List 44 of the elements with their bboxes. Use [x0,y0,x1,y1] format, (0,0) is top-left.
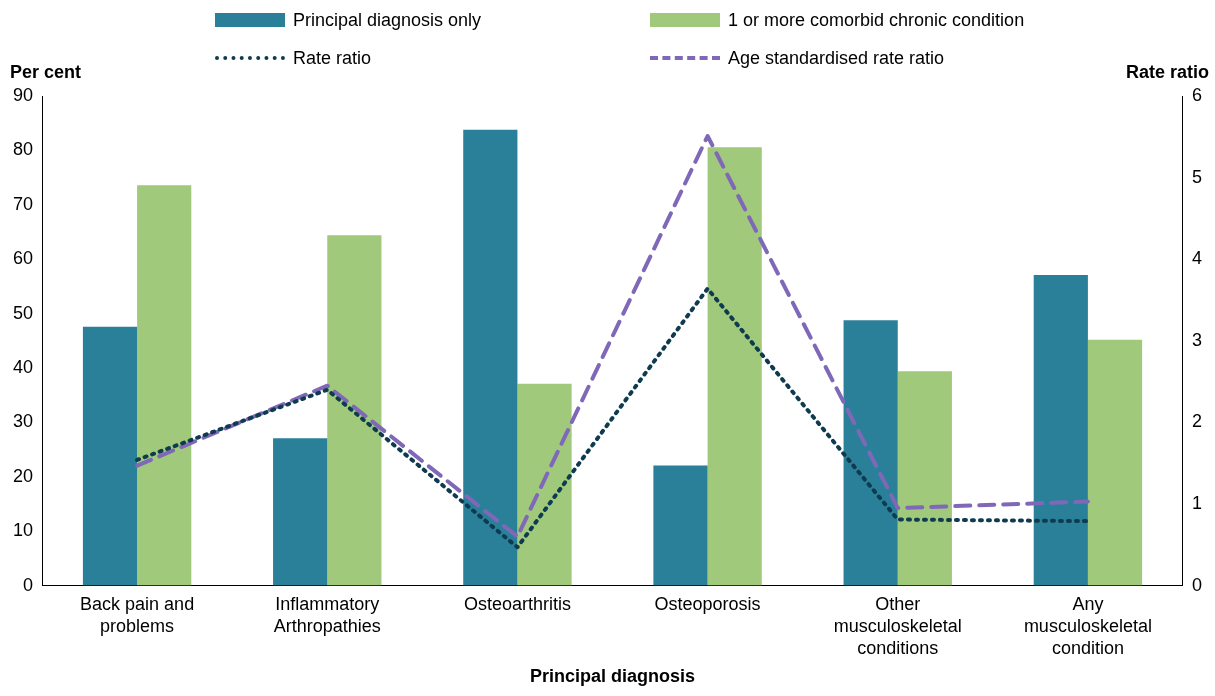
line-series [135,133,1090,539]
bar [897,371,952,586]
line-series [135,286,1090,550]
legend-label: Principal diagnosis only [293,9,482,31]
bar [1033,274,1088,586]
bar [517,383,572,586]
bar [843,320,898,586]
y-tick-label: 10 [12,520,34,541]
y-tick-label: 30 [12,411,34,432]
legend-label: Age standardised rate ratio [728,47,945,69]
y2-axis-title: Rate ratio [1125,61,1209,82]
bar [137,185,192,586]
y-axis-title: Per cent [10,61,82,82]
x-tick-label: Back pain and problems [80,594,195,636]
legend-label: Rate ratio [293,47,372,69]
y-tick-label: 0 [23,574,34,595]
y-tick-label: 70 [12,193,34,214]
bar [1087,339,1143,586]
y-tick-label: 80 [12,139,34,160]
y2-tick-label: 6 [1191,84,1202,105]
x-tick-label: Other musculoskeletal conditions [833,594,962,658]
x-axis-title: Principal diagnosis [529,666,696,687]
y2-tick-label: 3 [1191,329,1202,350]
y2-tick-label: 4 [1191,248,1202,269]
bar [327,235,382,586]
bar [463,129,518,586]
y2-tick-label: 2 [1191,411,1202,432]
y-tick-label: 40 [12,356,34,377]
y-tick-label: 90 [12,84,34,105]
x-tick-label: Osteoarthritis [463,594,571,615]
y-tick-label: 60 [12,248,34,269]
bar [82,326,138,586]
x-tick-label: Any musculoskeletal condition [1023,594,1152,658]
y2-tick-label: 1 [1191,492,1202,513]
legend-label: 1 or more comorbid chronic condition [728,9,1025,31]
bar [707,147,762,586]
y2-tick-label: 0 [1191,574,1202,595]
bar [653,465,708,586]
y-tick-label: 50 [12,302,34,323]
bar [273,438,328,586]
y2-tick-label: 5 [1191,166,1202,187]
x-tick-label: Inflammatory Arthropathies [273,594,381,636]
x-tick-label: Osteoporosis [654,594,761,615]
y-tick-label: 20 [12,465,34,486]
